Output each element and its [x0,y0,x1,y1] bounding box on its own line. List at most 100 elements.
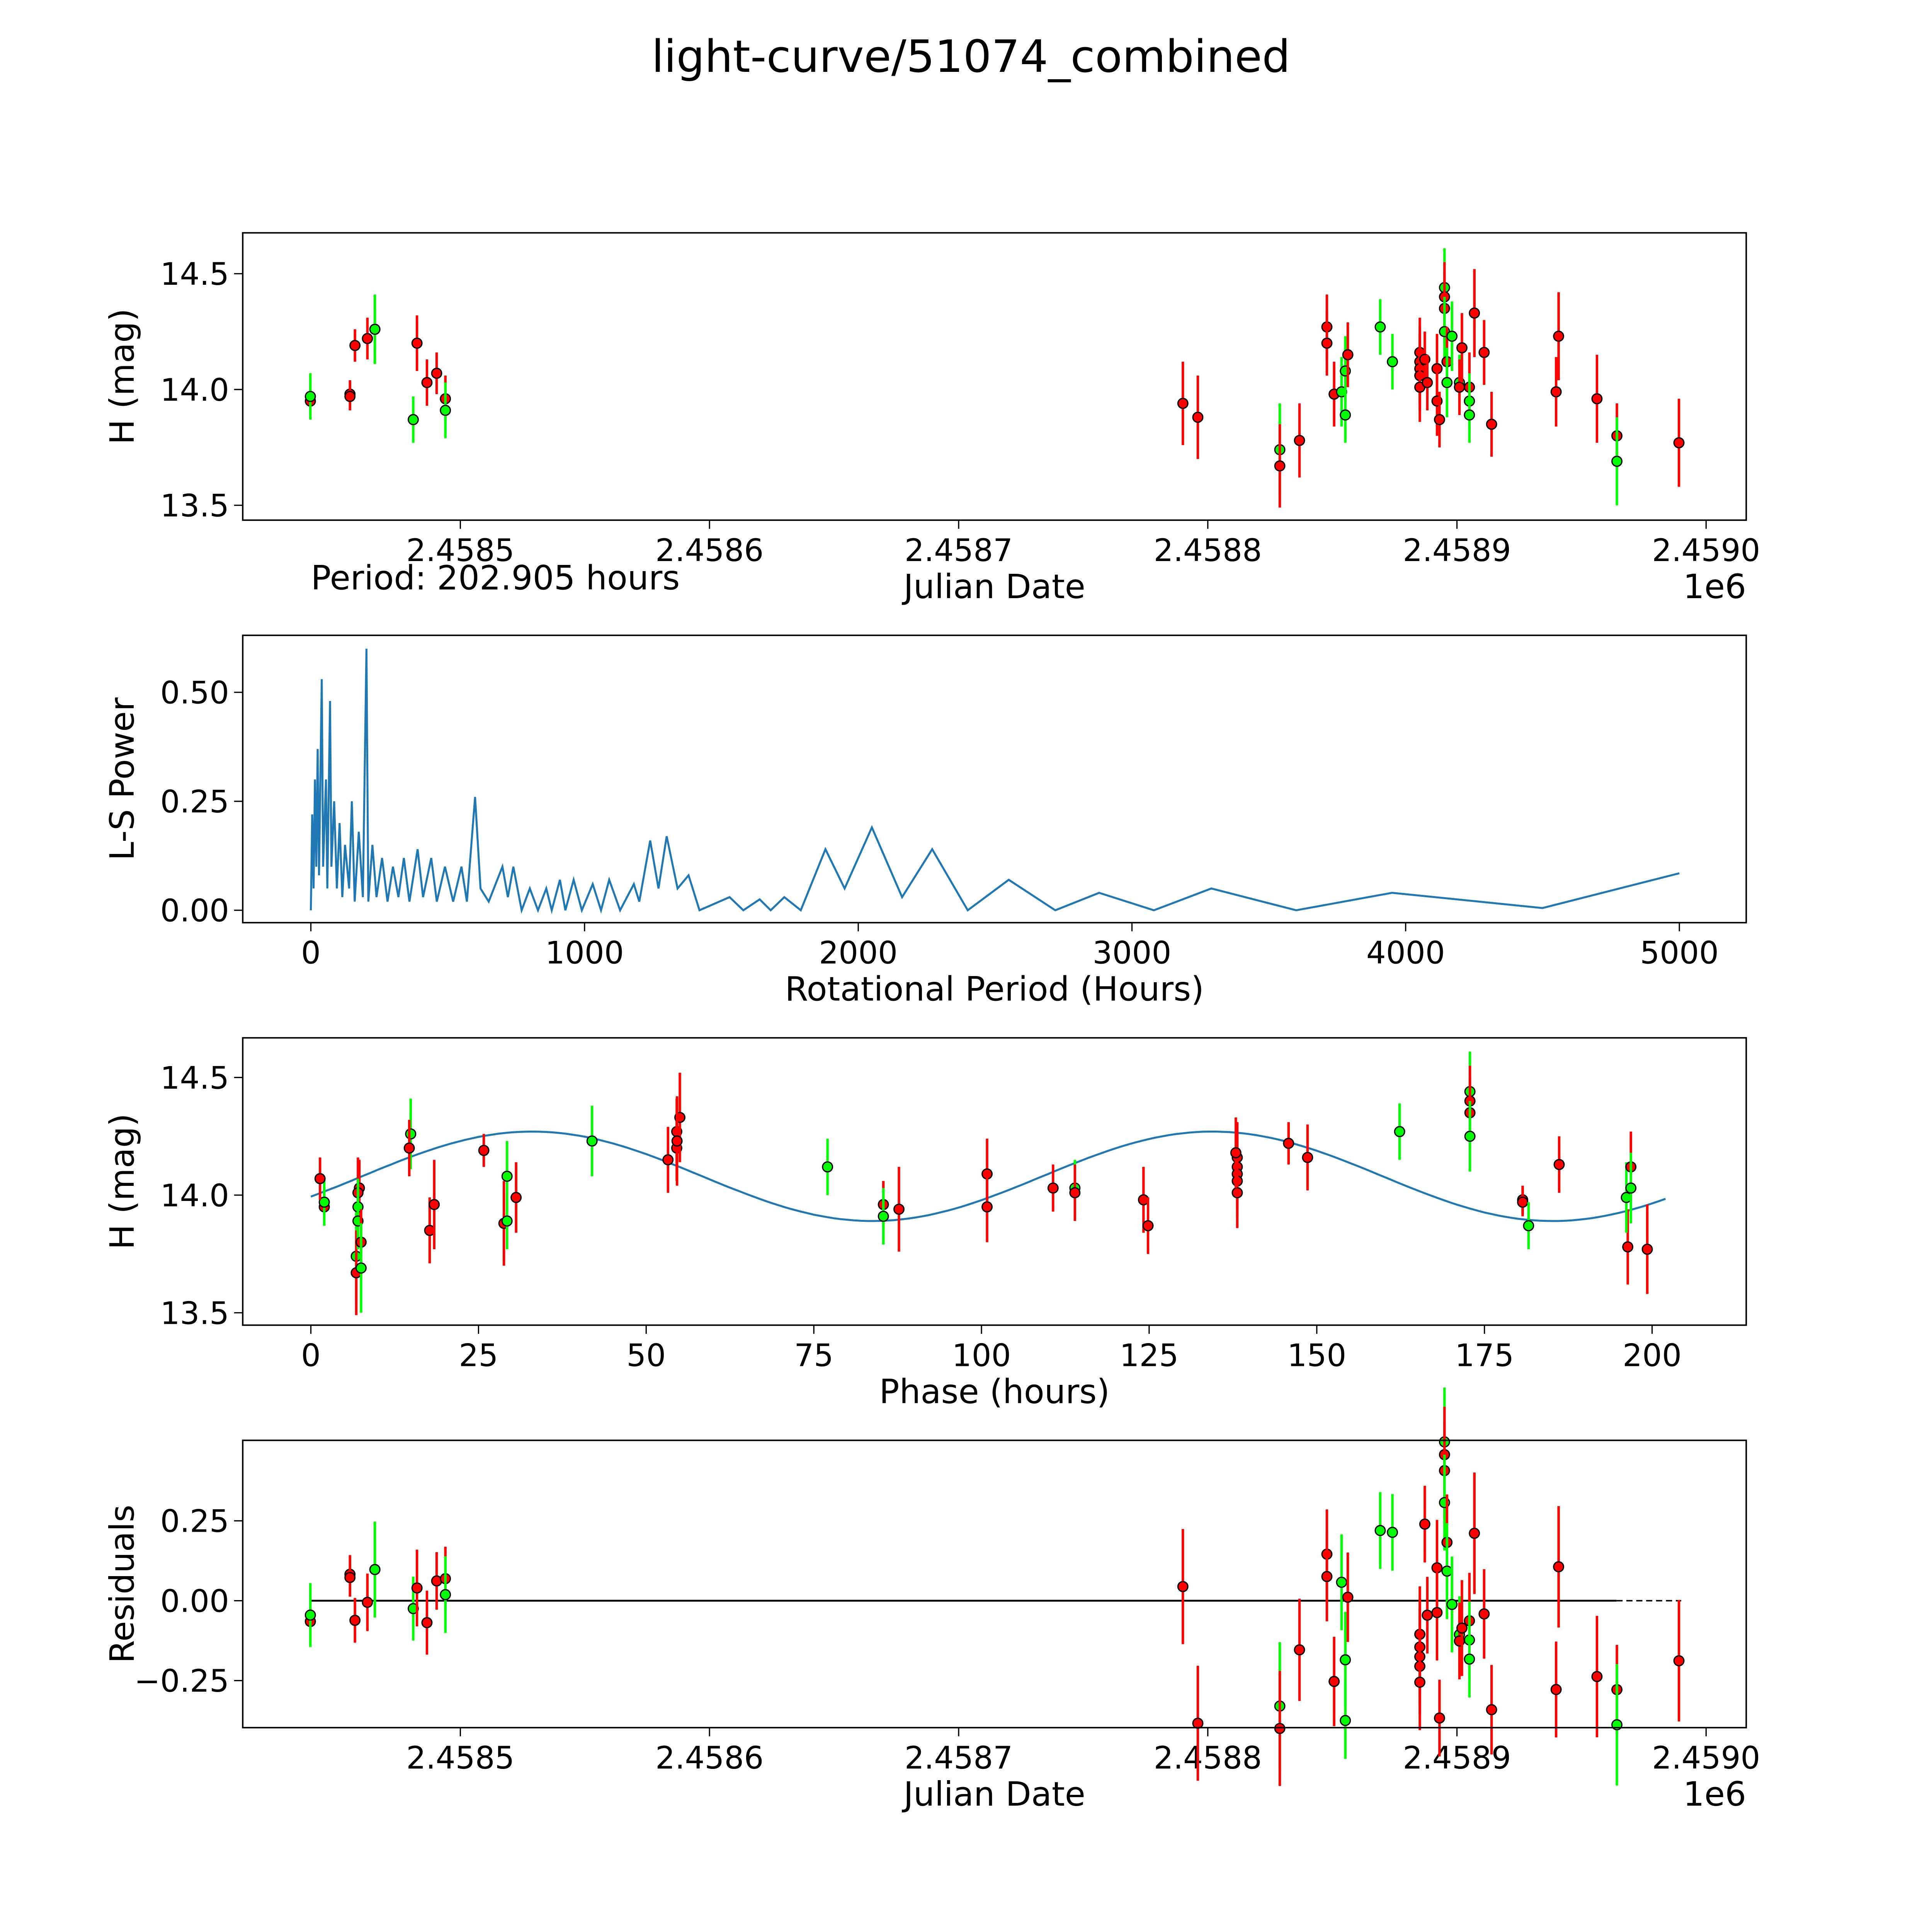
x-tick-label: 5000 [1640,935,1719,971]
x-axis-label: Julian Date [901,568,1085,606]
x-tick-label: 2.4587 [905,532,1013,568]
y-tick-label: 0.25 [160,784,229,820]
data-point [1611,456,1622,467]
y-tick-label: 0.25 [160,1503,229,1539]
data-point [1294,435,1305,446]
data-point [671,1135,683,1147]
data-point [1302,1152,1313,1163]
data-point [318,1196,330,1208]
plot-area [310,648,1680,914]
data-point [1456,342,1468,354]
y-axis-label: H (mag) [103,1114,142,1250]
data-point [304,391,316,402]
data-point [1673,1655,1685,1667]
data-point [981,1201,993,1213]
y-axis-label: Residuals [103,1505,142,1663]
data-point [1328,1676,1340,1687]
axes-frame [242,232,1747,521]
data-point [344,391,356,402]
x-tick-label: 2.4586 [655,532,764,568]
data-point [1419,1519,1430,1530]
data-point [822,1161,833,1173]
y-tick-label: 13.5 [160,1295,229,1331]
y-tick-label: 14.5 [160,256,229,292]
data-point [421,1617,433,1628]
data-point [1486,418,1497,430]
data-point [1441,377,1453,388]
data-point [1553,330,1565,342]
data-point [478,1145,490,1156]
x-tick-label: 2.4585 [406,1740,514,1776]
data-point [1478,1608,1490,1620]
data-point [1523,1220,1534,1231]
offset-text: 1e6 [1683,568,1746,606]
axes-frame [242,634,1747,923]
data-point [349,340,361,351]
data-point [1591,393,1603,405]
data-point [362,333,373,344]
data-point [1177,398,1189,409]
data-point [403,1142,415,1154]
data-point [586,1135,598,1147]
y-tick-label: 0.00 [160,1583,229,1619]
x-tick-label: 150 [1287,1337,1346,1373]
data-point [501,1215,513,1227]
data-point [369,323,381,335]
figure-title: light-curve/51074_combined [651,31,1290,83]
x-tick-label: 2.4587 [905,1740,1013,1776]
x-tick-label: 2.4586 [655,1740,764,1776]
data-point [1434,1712,1445,1724]
data-point [1342,349,1354,361]
data-point [1446,330,1458,342]
data-point [662,1154,674,1166]
data-point [1387,356,1398,367]
data-point [304,1609,316,1621]
subplot-2: 0 1000 2000 3000 4000 5000 0.00 0.25 0.50 Rotatio… [103,634,1747,1009]
data-point [1673,437,1685,449]
data-point [1047,1182,1059,1194]
x-axis-label: Rotational Period (Hours) [785,970,1204,1009]
data-point [405,1128,417,1140]
data-point [1192,412,1204,423]
y-axis-label: H (mag) [103,308,142,444]
data-point [1283,1138,1294,1149]
axes-frame [242,1037,1747,1326]
data-point [1414,1677,1425,1688]
data-point [1641,1243,1653,1255]
y-tick-label: 14.0 [160,372,229,408]
data-point [1478,347,1490,358]
data-point [1625,1182,1637,1194]
x-tick-label: 2.4590 [1652,532,1760,568]
axes-frame [242,1439,1747,1729]
data-point [1486,1704,1497,1716]
data-point [355,1262,367,1274]
y-tick-label: 0.00 [160,893,229,929]
data-point [362,1597,373,1608]
y-tick-label: 0.50 [160,675,229,711]
data-point [1294,1644,1305,1656]
data-point [411,1582,423,1594]
x-tick-label: 2.4588 [1154,532,1262,568]
data-point [1553,1159,1565,1170]
data-point [1422,377,1433,388]
y-tick-label: 13.5 [160,488,229,524]
data-point [1340,1654,1351,1665]
plot-area [304,1387,1685,1786]
x-tick-label: 2.4585 [406,532,514,568]
data-point [1431,1607,1443,1618]
data-point [349,1614,361,1626]
offset-text: 1e6 [1683,1775,1746,1814]
data-point [1342,1592,1354,1603]
y-tick-label: −0.25 [134,1663,229,1699]
x-tick-label: 2.4589 [1403,1740,1511,1776]
x-tick-label: 1000 [545,935,624,971]
x-axis-label: Julian Date [901,1775,1085,1814]
data-point [1550,386,1562,398]
data-point [1454,381,1465,393]
data-point [1336,1577,1347,1588]
data-point [893,1204,905,1215]
x-tick-label: 4000 [1366,935,1445,971]
x-tick-label: 0 [301,935,321,971]
periodogram-line [310,648,1680,914]
data-point [1446,1599,1458,1610]
